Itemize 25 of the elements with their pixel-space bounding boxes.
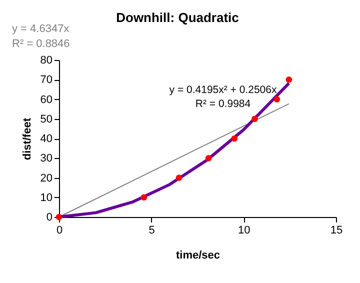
x-tick-label: 5 <box>148 224 155 236</box>
y-tick-label: 60 <box>40 94 52 106</box>
x-tick-label: 10 <box>238 224 250 236</box>
y-tick-label: 0 <box>46 212 52 224</box>
y-tick-label: 80 <box>40 54 52 66</box>
point <box>286 76 292 83</box>
y-axis-title: dist/feet <box>21 118 34 160</box>
y-tick-label: 30 <box>40 152 52 165</box>
x-tick-label: 0 <box>56 224 63 236</box>
y-tick-label: 20 <box>40 172 52 184</box>
point <box>252 116 258 122</box>
y-tick-label: 50 <box>40 113 52 126</box>
point <box>274 96 280 102</box>
annotation: y = 0.4195x² + 0.2506x R² = 0.9984 <box>169 84 278 110</box>
point <box>176 174 182 181</box>
x-tick-label: 15 <box>330 224 343 236</box>
chart-title: Downhill: Quadratic <box>116 10 239 25</box>
text: y = 4.6347x R² = 0.8846 <box>12 23 70 50</box>
point <box>231 135 238 142</box>
y-tick-label: 10 <box>40 192 52 204</box>
y-tick-label: 70 <box>40 74 52 86</box>
point <box>140 194 148 201</box>
point <box>205 154 212 162</box>
y-tick-label: 40 <box>40 133 52 145</box>
x-axis-title: time/sec <box>176 250 220 262</box>
